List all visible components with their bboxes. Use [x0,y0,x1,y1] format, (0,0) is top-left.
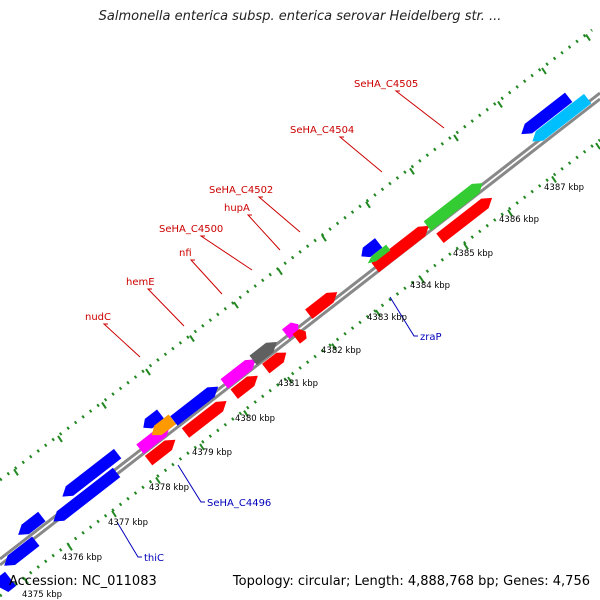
gene-callouts [102,90,445,558]
major-tick [111,510,117,518]
kbp-label: 4383 kbp [367,313,407,323]
kbp-label: 4385 kbp [453,249,493,259]
major-tick [541,67,547,75]
gene-label-nfi[interactable]: nfi [179,248,192,259]
kbp-label: 4382 kbp [321,346,361,356]
gene-label-hupA[interactable]: hupA [224,203,250,214]
callout-line [177,464,205,503]
genome-stats-text: Topology: circular; Length: 4,888,768 bp… [232,574,590,589]
gene-arrow-rev[interactable] [1,536,40,570]
feature-track [0,92,592,595]
gene-arrow-rev[interactable] [0,571,17,595]
kbp-label: 4378 kbp [149,483,189,493]
map-title: Salmonella enterica subsp. enterica sero… [98,9,502,24]
gene-arrow-fwd[interactable] [144,435,179,466]
major-tick [585,34,591,42]
accession-text: Accession: NC_011083 [9,574,157,589]
gene-arrow-fwd[interactable] [292,327,310,344]
gene-arrow-SeHA_C4504[interactable] [371,221,432,273]
major-tick [145,368,151,376]
major-ticks [13,34,600,585]
major-tick [331,343,337,351]
major-tick [453,134,459,142]
callout-line [389,296,418,337]
major-tick [57,435,63,443]
kbp-label: 4375 kbp [22,590,62,600]
callout-line [394,90,445,129]
major-tick [551,175,557,184]
major-tick [233,301,239,309]
major-tick [595,142,600,150]
gene-arrow-rev[interactable] [14,511,46,540]
callout-line [257,196,301,233]
callout-line [246,214,281,251]
major-tick [277,268,283,276]
major-tick [463,242,469,250]
kbp-label: 4387 kbp [544,183,584,193]
gene-label-thiC[interactable]: thiC [144,553,164,564]
gene-arrow-fwd[interactable] [262,348,290,374]
gene-arrow-rev[interactable] [358,238,383,261]
outer-tick-ring [0,28,593,482]
gene-label-zraP[interactable]: zraP [420,332,442,343]
major-tick [243,410,249,418]
callout-line [338,136,383,173]
callout-line [102,323,141,358]
gene-label-SeHA_C4496[interactable]: SeHA_C4496 [207,498,271,509]
gene-arrow-rev[interactable] [59,448,122,501]
gene-arrow-fwd[interactable] [181,396,230,438]
gene-label-SeHA_C4504[interactable]: SeHA_C4504 [290,125,354,136]
major-tick [419,276,425,284]
gene-arrow-hemE[interactable] [170,382,222,426]
gene-arrow-fwd[interactable] [230,371,261,399]
kbp-label: 4386 kbp [499,215,539,225]
major-tick [409,167,415,175]
gene-arrow-thiC[interactable] [50,467,121,527]
major-tick [497,100,503,109]
kbp-label: 4381 kbp [278,379,318,389]
major-tick [67,543,73,551]
kbp-label: 4384 kbp [410,281,450,291]
major-tick [23,577,29,585]
kbp-label: 4380 kbp [235,414,275,424]
inner-tick-ring [0,138,600,598]
callout-line [199,235,253,271]
kbp-label: 4379 kbp [192,448,232,458]
callout-line [146,288,185,327]
gene-arrow-SeHA_C4500[interactable] [249,337,280,366]
callout-line [116,521,142,558]
major-tick [321,234,327,242]
gene-arrow-rev[interactable] [529,93,592,146]
kbp-label: 4376 kbp [62,553,102,563]
gene-arrow-zraP[interactable] [366,244,391,266]
kbp-label: 4377 kbp [108,518,148,528]
gene-label-hemE[interactable]: hemE [126,277,155,288]
gene-label-SeHA_C4500[interactable]: SeHA_C4500 [159,224,223,235]
major-tick [155,476,161,484]
gene-arrow-rev[interactable] [148,414,176,439]
major-tick [375,309,381,317]
gene-arrow-rev[interactable] [518,92,573,139]
gene-arrow-SeHA_C4496[interactable] [140,409,165,432]
gene-arrow-SeHA_C4502[interactable] [305,287,341,319]
major-tick [101,401,107,410]
gene-label-SeHA_C4505[interactable]: SeHA_C4505 [354,79,418,90]
gene-arrow-SeHA_C4505[interactable] [423,178,487,231]
gene-label-nudC[interactable]: nudC [85,312,111,323]
major-tick [13,468,19,476]
major-tick [287,376,293,384]
major-tick [365,201,371,209]
gene-arrow-fwd[interactable] [436,193,495,244]
gene-arrow-nfi[interactable] [220,355,260,389]
major-tick [189,335,195,343]
major-tick [507,209,513,217]
major-tick [199,443,205,451]
callout-line [189,259,223,295]
gene-label-SeHA_C4502[interactable]: SeHA_C4502 [209,185,273,196]
